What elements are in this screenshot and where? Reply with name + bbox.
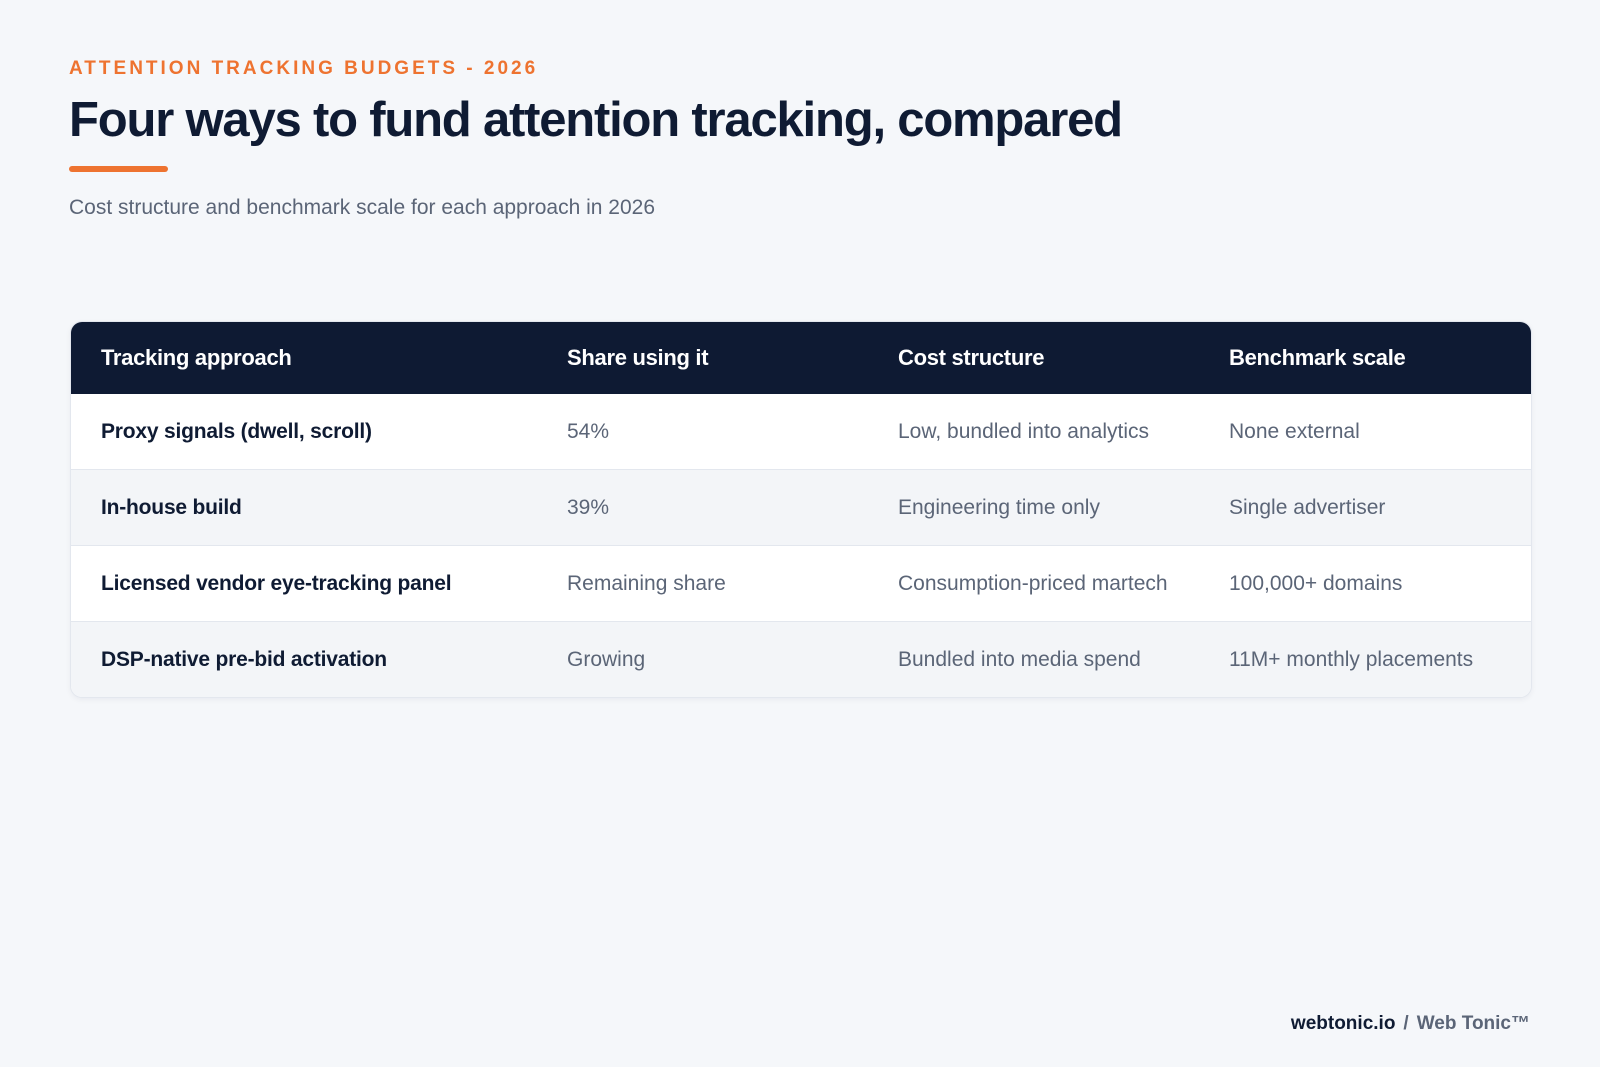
cell-approach: In-house build: [101, 496, 242, 519]
cell-cost: Low, bundled into analytics: [898, 420, 1150, 443]
cell-scale: None external: [1229, 420, 1360, 443]
cell-cost: Bundled into media spend: [898, 648, 1141, 671]
table-row: Licensed vendor eye-tracking panel Remai…: [71, 545, 1531, 622]
cell-share: 54%: [567, 420, 610, 443]
cell-scale: Single advertiser: [1229, 496, 1386, 519]
cell-approach: Licensed vendor eye-tracking panel: [101, 572, 452, 595]
comparison-table: Tracking approach Share using it Cost st…: [71, 322, 1531, 697]
column-header-approach: Tracking approach: [101, 345, 292, 370]
cell-share: 39%: [567, 496, 610, 519]
table-row: Proxy signals (dwell, scroll) 54% Low, b…: [71, 394, 1531, 470]
cell-scale: 100,000+ domains: [1229, 572, 1403, 595]
cell-approach: DSP-native pre-bid activation: [101, 648, 387, 671]
footer-credit: webtonic.io / Web Tonic™: [1291, 1013, 1530, 1035]
footer-site: webtonic.io: [1290, 1013, 1396, 1034]
footer-separator: /: [1403, 1013, 1409, 1034]
column-header-cost: Cost structure: [898, 345, 1045, 370]
cell-cost: Consumption-priced martech: [898, 572, 1168, 595]
footer-brand: Web Tonic™: [1416, 1013, 1530, 1034]
table-row: DSP-native pre-bid activation Growing Bu…: [71, 621, 1531, 697]
cell-share: Remaining share: [567, 572, 726, 595]
cell-approach: Proxy signals (dwell, scroll): [101, 420, 372, 443]
eyebrow-label: ATTENTION TRACKING BUDGETS - 2026: [69, 58, 539, 79]
comparison-table-card: Tracking approach Share using it Cost st…: [70, 321, 1532, 698]
page-title: Four ways to fund attention tracking, co…: [69, 93, 1123, 147]
title-accent-bar: [69, 166, 168, 172]
table-header-row: Tracking approach Share using it Cost st…: [71, 322, 1531, 394]
page-subtitle: Cost structure and benchmark scale for e…: [69, 196, 656, 219]
column-header-share: Share using it: [567, 345, 709, 370]
table-row: In-house build 39% Engineering time only…: [71, 469, 1531, 546]
cell-share: Growing: [567, 648, 646, 671]
cell-cost: Engineering time only: [898, 496, 1100, 519]
cell-scale: 11M+ monthly placements: [1229, 648, 1474, 671]
column-header-scale: Benchmark scale: [1229, 345, 1406, 370]
